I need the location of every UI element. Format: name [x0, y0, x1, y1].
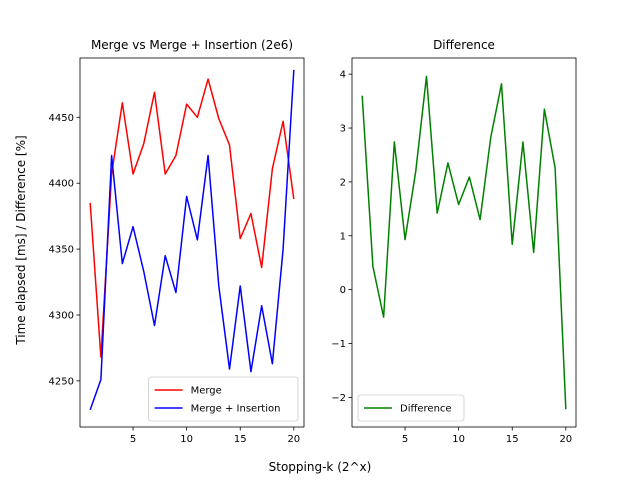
- series-line-1: [89, 69, 295, 411]
- y-axis-label: Time elapsed [ms] / Difference [%]: [14, 135, 28, 345]
- merge-comparison-plot: Merge vs Merge + Insertion (2e6) 5 10 15 20 4…: [49, 38, 305, 445]
- y-tick-label: 4350: [49, 245, 74, 256]
- x-tick-label: 10: [180, 434, 193, 445]
- x-axis-label: Stopping-k (2^x): [269, 460, 372, 474]
- x-tick-label: 15: [234, 434, 247, 445]
- y-tick-label: 4450: [49, 113, 74, 124]
- x-tick-label: 5: [402, 434, 408, 445]
- plot-title: Difference: [433, 38, 495, 52]
- series-line-0: [89, 78, 295, 358]
- difference-plot: Difference 5 10 15 20 −2 −1 0 1 2 3 4 Difference: [331, 38, 577, 445]
- x-tick-label: 10: [452, 434, 465, 445]
- x-tick-label: 20: [287, 434, 300, 445]
- legend: Difference: [357, 394, 465, 422]
- y-tick-label: 3: [340, 124, 346, 135]
- legend-box: [357, 394, 465, 422]
- legend-label: Difference: [400, 404, 452, 415]
- axes-frame: [351, 57, 577, 428]
- x-tick-label: 15: [506, 434, 519, 445]
- y-tick-label: 4: [340, 70, 346, 81]
- y-tick-label: −2: [331, 393, 346, 404]
- series-line-0: [361, 75, 567, 410]
- axes-frame: [79, 57, 305, 428]
- y-tick-label: 2: [340, 177, 346, 188]
- y-tick-label: 4400: [49, 179, 74, 190]
- x-tick-label: 20: [559, 434, 572, 445]
- legend-label: Merge: [191, 386, 222, 397]
- legend-box: [148, 376, 299, 422]
- y-tick-label: −1: [331, 339, 346, 350]
- y-tick-label: 1: [340, 231, 346, 242]
- legend-label: Merge + Insertion: [191, 404, 281, 415]
- y-tick-label: 0: [340, 285, 346, 296]
- y-tick-label: 4300: [49, 310, 74, 321]
- legend: Merge Merge + Insertion: [148, 376, 299, 422]
- x-tick-label: 5: [130, 434, 136, 445]
- plot-title: Merge vs Merge + Insertion (2e6): [91, 38, 293, 52]
- y-tick-label: 4250: [49, 376, 74, 387]
